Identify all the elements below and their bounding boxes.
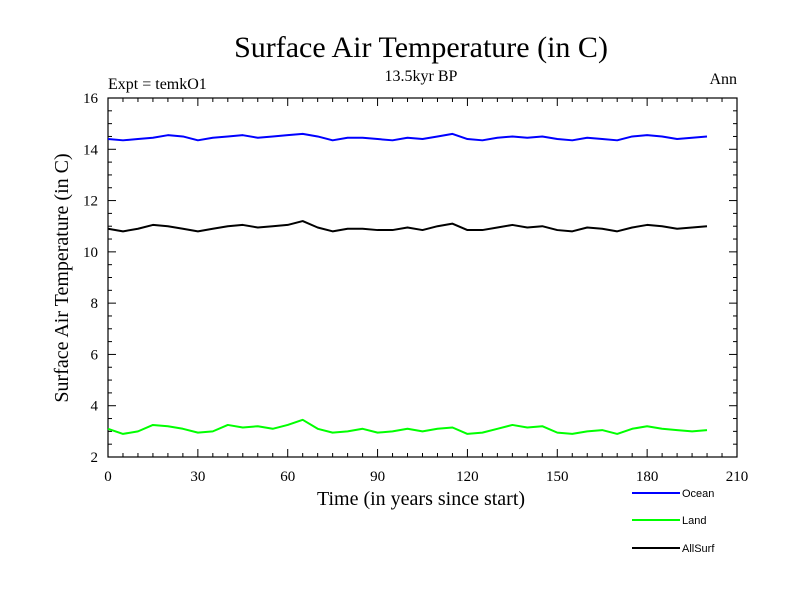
y-tick-label: 4 [91, 399, 99, 415]
x-tick-label: 30 [190, 469, 205, 485]
y-tick-label: 10 [83, 245, 98, 261]
series-line-land [107, 418, 708, 435]
x-tick-label: 210 [726, 469, 749, 485]
y-axis: 2 4 6 8 10 12 14 16 [83, 91, 737, 466]
x-tick-label: 150 [546, 469, 569, 485]
legend: Ocean Land AllSurf [632, 488, 715, 555]
y-tick-label: 2 [91, 450, 99, 466]
series-line-ocean [107, 132, 708, 142]
x-axis: 0 30 60 90 120 150 180 210 [104, 98, 748, 485]
legend-label-land: Land [682, 515, 706, 527]
y-tick-label: 12 [83, 194, 98, 210]
series-layer [107, 132, 708, 435]
chart-subtitle: 13.5kyr BP [385, 68, 458, 85]
plot-border [107, 97, 738, 458]
legend-label-allsurf: AllSurf [682, 543, 715, 555]
y-tick-label: 14 [83, 142, 99, 158]
legend-label-ocean: Ocean [682, 488, 714, 500]
x-axis-label: Time (in years since start) [317, 488, 525, 510]
x-tick-label: 0 [104, 469, 112, 485]
plot-frame [107, 97, 738, 458]
x-tick-label: 60 [280, 469, 295, 485]
y-axis-label: Surface Air Temperature (in C) [51, 153, 73, 402]
series-line-allsurf [107, 220, 708, 233]
x-tick-label: 120 [456, 469, 479, 485]
experiment-label: Expt = temkO1 [108, 76, 207, 93]
x-tick-label: 180 [636, 469, 659, 485]
y-tick-label: 6 [91, 347, 99, 363]
y-tick-label: 16 [83, 91, 99, 107]
y-tick-label: 8 [91, 296, 99, 312]
chart-title: Surface Air Temperature (in C) [234, 31, 608, 64]
x-tick-label: 90 [370, 469, 385, 485]
season-label: Ann [709, 71, 737, 88]
